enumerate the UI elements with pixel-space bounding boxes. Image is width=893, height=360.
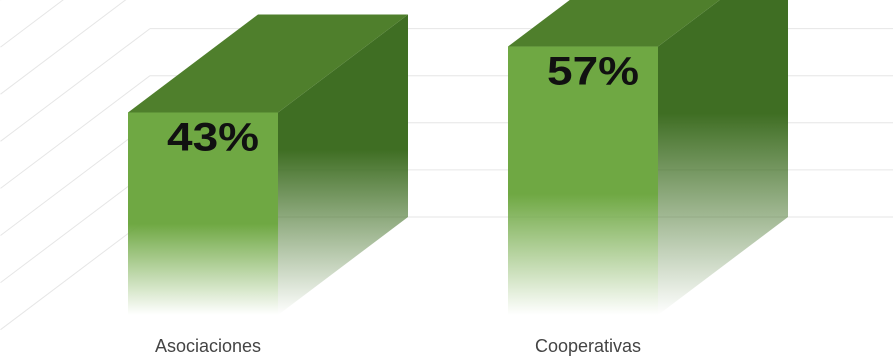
bar-side-cooperativas bbox=[658, 0, 788, 315]
data-label-cooperativas: 57% bbox=[547, 50, 639, 94]
gridline-side-10 bbox=[0, 169, 151, 283]
bar-front-cooperativas bbox=[508, 46, 658, 315]
gridline-side-50 bbox=[0, 0, 127, 95]
gridline-side-60 bbox=[0, 0, 64, 48]
data-label-asociaciones: 43% bbox=[167, 115, 259, 159]
category-label-asociaciones: Asociaciones bbox=[155, 336, 261, 356]
gridline-side-40 bbox=[0, 28, 151, 142]
gridline-side-30 bbox=[0, 75, 151, 189]
bars bbox=[128, 0, 788, 315]
gridline-side-0 bbox=[0, 216, 151, 331]
bar-top-asociaciones bbox=[128, 14, 408, 113]
labels: 43% Asociaciones 57% Cooperativas bbox=[155, 50, 641, 356]
gridline-side-20 bbox=[0, 122, 151, 236]
bar-front-asociaciones bbox=[128, 112, 278, 315]
bar-top-cooperativas bbox=[508, 0, 720, 47]
category-label-cooperativas: Cooperativas bbox=[535, 336, 641, 356]
bar-side-asociaciones bbox=[278, 14, 408, 315]
